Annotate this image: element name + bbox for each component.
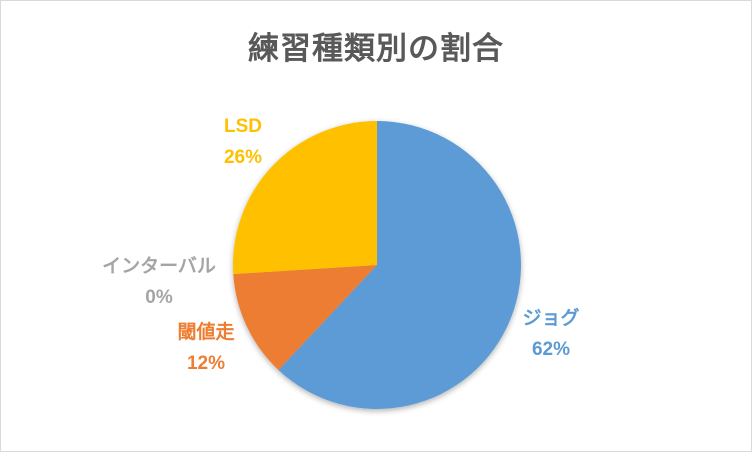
- slice-name: LSD: [224, 116, 262, 137]
- pie-slice: [233, 265, 377, 370]
- pie-slices-group: [232, 121, 522, 409]
- slice-name: 閾値走: [177, 322, 235, 343]
- slice-percent: 26%: [223, 147, 263, 168]
- pie-slice: [232, 121, 377, 275]
- slice-label-jog: ジョグ 62%: [522, 303, 579, 365]
- slice-label-lsd: LSD 26%: [224, 111, 262, 173]
- slice-label-threshold-run: 閾値走 12%: [177, 317, 234, 379]
- chart-title: 練習種類別の割合: [248, 31, 504, 66]
- slice-name: ジョグ: [522, 308, 580, 329]
- slice-percent: 62%: [531, 339, 571, 360]
- pie-slice: [278, 121, 522, 409]
- slice-name: インターバル: [102, 256, 216, 277]
- slice-percent: 0%: [145, 287, 173, 308]
- slice-percent: 12%: [186, 353, 226, 374]
- slice-label-interval: インターバル 0%: [102, 251, 216, 313]
